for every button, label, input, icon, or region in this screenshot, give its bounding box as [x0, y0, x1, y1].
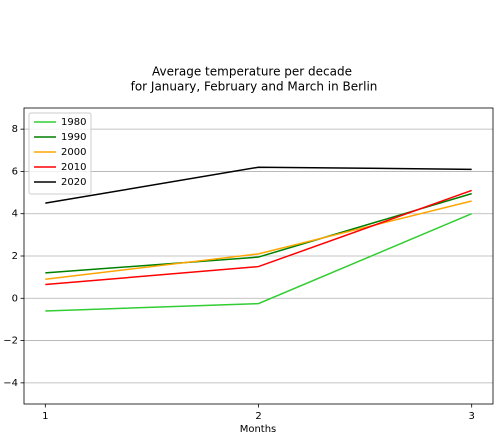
x-axis-label: Months — [240, 424, 277, 432]
legend-label: 1980 — [61, 117, 86, 128]
y-tick-label: 0 — [12, 293, 18, 304]
legend-label: 2000 — [61, 147, 86, 158]
legend-box — [28, 112, 92, 195]
legend-label: 2020 — [61, 177, 86, 188]
series-line — [45, 189, 472, 286]
y-tick-label: −4 — [3, 378, 18, 389]
chart-title: Average temperature per decade — [152, 65, 352, 79]
plot-frame — [23, 107, 494, 405]
series-line — [45, 166, 472, 204]
y-tick-label: −2 — [3, 336, 18, 347]
y-tick-label: 2 — [12, 251, 18, 262]
legend-label: 1990 — [61, 132, 86, 143]
y-tick-label: 6 — [12, 166, 18, 177]
y-tick-label: 8 — [12, 124, 18, 135]
series-line — [45, 192, 472, 274]
x-tick-label: 1 — [42, 411, 48, 422]
x-tick-label: 3 — [468, 411, 474, 422]
series-line — [45, 213, 472, 312]
x-tick-label: 2 — [255, 411, 261, 422]
chart-subtitle: for January, February and March in Berli… — [131, 80, 378, 94]
legend-label: 2010 — [61, 162, 86, 173]
y-tick-label: 4 — [12, 209, 18, 220]
series-line — [45, 200, 472, 281]
